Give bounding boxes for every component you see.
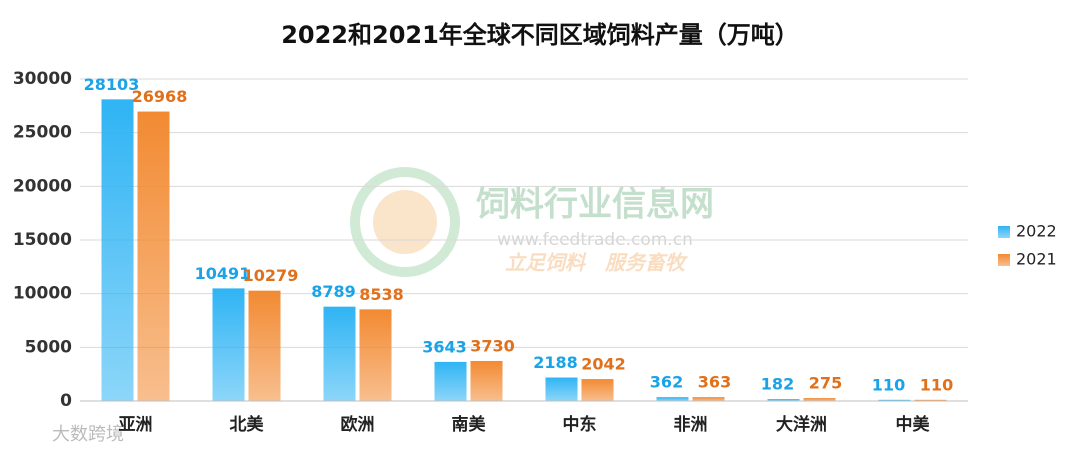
value-label: 26968 [132,87,188,106]
legend-label: 2022 [1016,222,1057,241]
bar [323,306,356,401]
watermark-name: 饲料行业信息网 [476,185,714,225]
y-tick-label: 15000 [13,230,72,250]
value-label: 182 [761,375,794,394]
legend-swatch [998,226,1010,238]
y-tick-label: 30000 [13,69,72,89]
bar [692,397,725,401]
y-tick-label: 10000 [13,284,72,304]
x-tick-label: 欧洲 [341,414,375,435]
bar [545,377,578,401]
value-label: 8789 [311,282,356,301]
chart-title: 2022和2021年全球不同区域饲料产量（万吨） [281,21,799,49]
source: 大数跨境 [52,424,124,445]
y-tick-label: 25000 [13,123,72,143]
value-label: 3643 [422,337,467,356]
y-tick-label: 5000 [25,337,72,357]
x-tick-label: 亚洲 [119,415,153,435]
watermark-slogan: 立足饲料 服务畜牧 [505,251,688,275]
x-tick-label: 中美 [896,414,931,435]
x-tick-label: 大洋洲 [776,414,827,435]
bar [581,379,614,401]
value-label: 10279 [243,266,299,285]
watermark-logo [350,167,460,277]
value-label: 3730 [470,336,515,355]
value-label: 2188 [533,353,578,372]
value-label: 110 [872,375,905,394]
y-tick-label: 0 [60,391,72,411]
bar [878,399,911,401]
x-tick-label: 北美 [230,414,265,435]
x-tick-label: 中东 [563,414,597,435]
y-tick-label: 20000 [13,176,72,196]
bar [137,111,170,402]
value-label: 28103 [84,75,140,94]
value-label: 2042 [581,355,626,374]
value-label: 10491 [195,264,251,283]
bar [470,360,503,401]
bar [359,309,392,401]
watermark: 饲料行业信息网 www.feedtrade.com.cn 立足饲料 服务畜牧 [350,167,714,277]
x-tick-label: 非洲 [674,414,708,435]
legend-swatch [998,254,1010,266]
value-label: 363 [698,373,731,392]
bar [101,99,134,401]
bar [656,397,689,401]
bar [803,398,836,401]
value-label: 362 [650,373,683,392]
value-label: 8538 [359,285,404,304]
value-label: 110 [920,375,953,394]
legend-label: 2021 [1016,250,1057,269]
watermark-logo [373,190,437,254]
value-label: 275 [809,374,842,393]
bar [434,361,467,401]
bar [248,290,281,401]
bar [767,399,800,401]
x-tick-label: 南美 [452,414,487,435]
bar [212,288,245,401]
bar [914,399,947,401]
